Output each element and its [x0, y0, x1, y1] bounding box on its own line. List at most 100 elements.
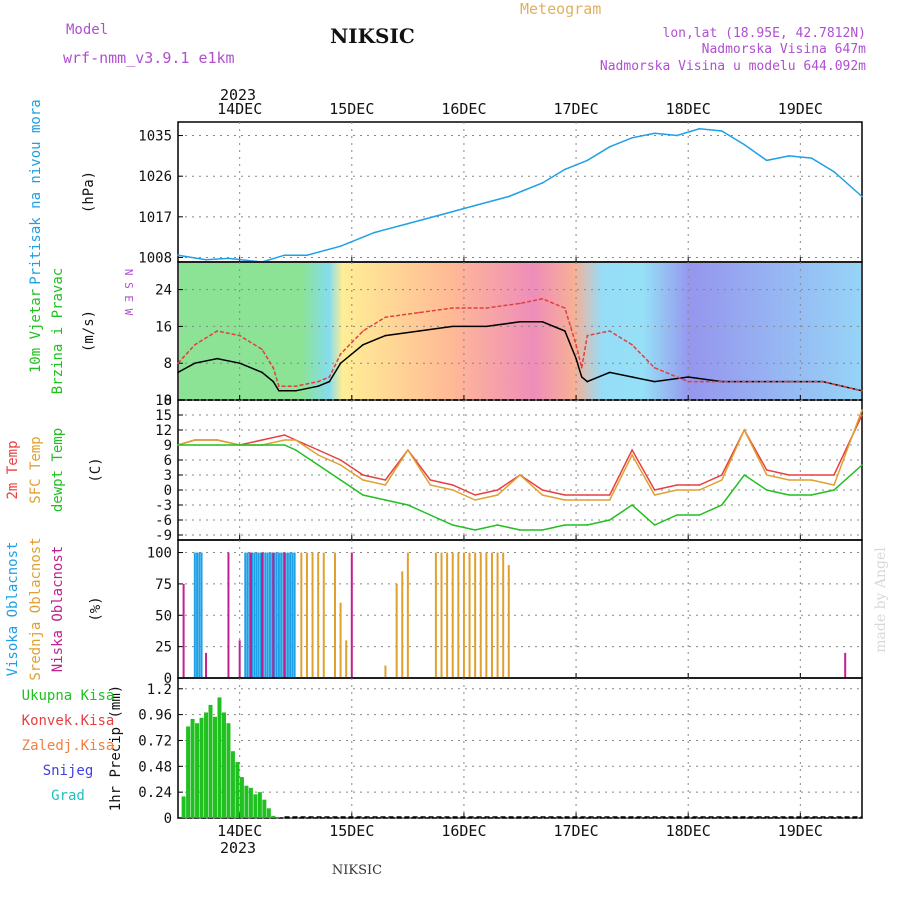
series-line: [178, 444, 863, 531]
top-day-label: 14DEC: [217, 100, 262, 118]
data-point: [676, 484, 678, 486]
legend-entry: Konvek.Kisa: [22, 713, 115, 729]
data-point: [687, 376, 689, 378]
bar: [395, 583, 398, 678]
y-tick-label: 9: [164, 438, 172, 454]
legend-entry: Ukupna Kisa: [22, 688, 115, 704]
bottom-day-label: 14DEC: [217, 822, 262, 840]
data-point: [407, 222, 409, 225]
y-tick-label: 1008: [138, 250, 172, 266]
data-point: [721, 130, 723, 132]
data-point: [474, 204, 476, 207]
bar: [284, 552, 287, 678]
bottom-day-label: 18DEC: [666, 822, 711, 840]
bar: [291, 552, 294, 678]
y-axis-label: Visoka Oblacnost: [5, 542, 21, 677]
bar: [496, 552, 499, 678]
y-tick-label: 0: [164, 811, 172, 827]
y-tick-label: 3: [164, 468, 172, 484]
data-point: [788, 479, 790, 481]
bar: [239, 777, 244, 818]
bar: [272, 552, 275, 678]
data-point: [227, 257, 230, 260]
data-point: [631, 504, 633, 506]
data-point: [283, 444, 286, 446]
bottom-day-label: 15DEC: [329, 822, 374, 840]
data-point: [317, 464, 319, 466]
bar: [259, 552, 262, 678]
data-point: [238, 334, 241, 337]
data-point: [429, 479, 432, 481]
model-name: wrf-nmm_v3.9.1 e1km: [63, 49, 235, 67]
year-bottom: 2023: [220, 839, 256, 857]
bar: [199, 717, 204, 818]
data-point: [861, 195, 863, 198]
bar: [246, 552, 249, 678]
data-point: [328, 380, 331, 383]
bar: [273, 552, 276, 678]
y-tick-label: 24: [155, 283, 172, 299]
data-point: [810, 479, 813, 481]
y-tick-label: -6: [155, 513, 172, 529]
bar: [339, 602, 342, 678]
bar: [264, 552, 267, 678]
model-altitude-text: Nadmorska Visina u modelu 644.092m: [600, 59, 866, 74]
data-point: [586, 499, 589, 501]
data-point: [177, 362, 179, 365]
data-point: [278, 385, 280, 388]
y-axis-label: 1hr Precip (mm): [108, 685, 124, 811]
bar: [217, 697, 222, 818]
data-point: [564, 330, 566, 332]
legend-entry: Snijeg: [43, 763, 94, 779]
bar: [317, 552, 320, 678]
data-point: [373, 231, 376, 234]
data-point: [631, 137, 633, 139]
data-point: [564, 524, 566, 526]
data-point: [283, 439, 286, 441]
y-tick-label: 75: [155, 577, 172, 593]
data-point: [451, 484, 454, 486]
cloud-panel: 0 25 50 75 100 Visoka Oblacnost Srednja Oblacn…: [5, 537, 863, 687]
data-point: [687, 380, 689, 383]
bar: [311, 552, 314, 678]
data-point: [586, 524, 589, 526]
bar: [251, 552, 254, 678]
y-axis-label: Niska Oblacnost: [50, 546, 66, 672]
data-point: [261, 371, 263, 374]
data-point: [194, 439, 196, 441]
bar: [248, 552, 251, 678]
data-point: [788, 494, 790, 496]
data-point: [474, 529, 476, 531]
y-tick-label: -3: [155, 498, 172, 514]
data-point: [384, 316, 387, 319]
bottom-day-label: 17DEC: [553, 822, 598, 840]
data-point: [631, 344, 633, 346]
data-point: [339, 479, 342, 481]
bar: [434, 552, 437, 678]
data-point: [765, 469, 768, 471]
data-point: [833, 170, 835, 173]
data-point: [194, 362, 196, 365]
data-point: [238, 444, 241, 446]
pressure-panel: 1008 1017 1026 1035 Pritisak na nivou mora (h…: [28, 99, 863, 285]
panel-frame: [177, 399, 863, 541]
y-axis-label: (C): [88, 457, 104, 482]
data-point: [339, 362, 342, 365]
bar: [406, 552, 409, 678]
data-point: [754, 380, 757, 383]
data-point: [586, 380, 589, 383]
bar: [221, 712, 226, 818]
data-point: [362, 479, 364, 481]
data-point: [810, 494, 813, 496]
y-axis-label: (m/s): [81, 310, 97, 352]
bar: [440, 552, 443, 678]
precip-panel: 0 0.24 0.48 0.72 0.96 1.2 1hr Precip (mm): [108, 677, 863, 827]
data-point: [362, 494, 364, 496]
product-title: Meteogram: [520, 0, 601, 18]
bottom-day-labels: 14DEC 15DEC 16DEC 17DEC 18DEC 19DEC: [217, 822, 823, 840]
altitude-text: Nadmorska Visina 647m: [702, 42, 867, 57]
data-point: [541, 298, 544, 300]
data-point: [429, 514, 432, 516]
data-point: [861, 390, 863, 392]
